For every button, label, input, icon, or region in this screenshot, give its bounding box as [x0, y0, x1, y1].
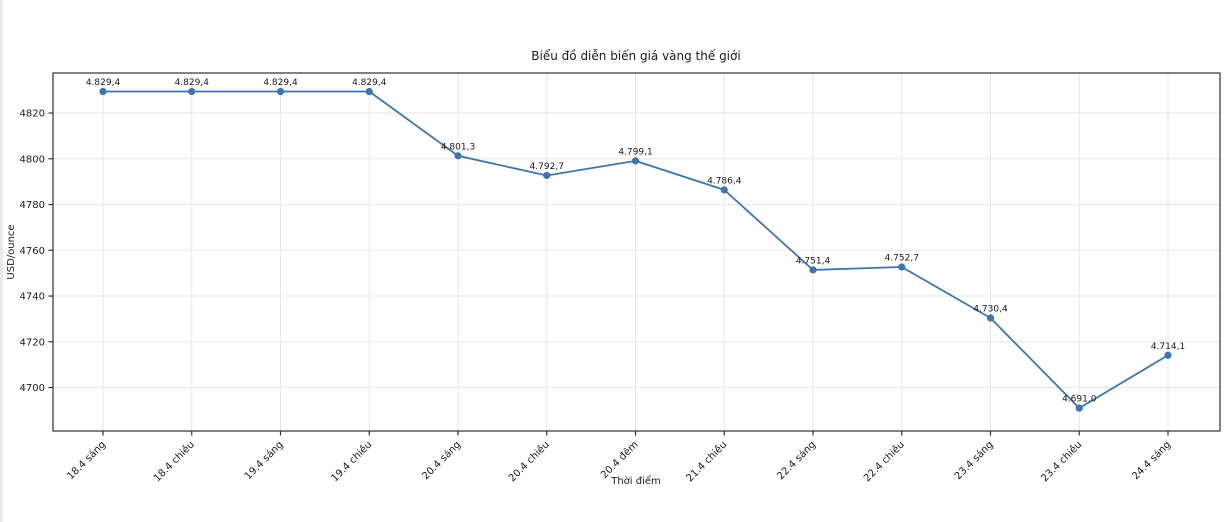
data-point-label: 4.691,0	[1062, 395, 1097, 405]
data-point-label: 4.829,4	[175, 78, 210, 88]
x-axis-title: Thời điểm	[610, 474, 661, 487]
data-point-marker	[543, 171, 551, 180]
data-point-marker	[631, 157, 640, 165]
data-label-layer: 4.829,4 4.829,4 4.829,4 4.829,4 4.801,3 4.792…	[86, 78, 1185, 405]
data-point-label: 4.829,4	[86, 78, 121, 88]
data-point-label: 4.730,4	[973, 304, 1008, 314]
data-point-label: 4.714,1	[1151, 342, 1185, 352]
x-tick-label: 22.4 chiều	[861, 439, 907, 485]
data-point-marker	[365, 87, 373, 96]
x-tick-label: 18.4 chiều	[151, 439, 197, 485]
y-tick-label: 4700	[20, 383, 45, 394]
line-series	[99, 87, 1172, 412]
data-point-marker	[986, 314, 995, 322]
x-tick-label: 23.4 chiều	[1039, 439, 1085, 485]
y-axis-title: USD/ounce	[6, 224, 17, 279]
data-point-marker	[809, 266, 817, 274]
x-tick-label: 20.4 chiều	[506, 439, 552, 485]
x-tick-label: 18.4 sáng	[65, 439, 108, 482]
y-tick-label: 4740	[20, 292, 45, 303]
x-tick-label: 24.4 sáng	[1130, 439, 1173, 482]
data-point-label: 4.799,1	[618, 147, 652, 157]
y-tick-label: 4820	[20, 109, 45, 120]
y-tick-label: 4780	[20, 200, 45, 211]
data-point-label: 4.829,4	[352, 78, 387, 88]
data-point-marker	[276, 87, 285, 96]
x-tick-label: 20.4 đêm	[598, 439, 640, 481]
data-point-marker	[1075, 404, 1083, 412]
x-tick-label: 19.4 sáng	[242, 439, 285, 482]
page-left-edge	[0, 0, 3, 522]
data-point-label: 4.829,4	[263, 78, 298, 88]
x-tick-label: 21.4 chiều	[684, 439, 730, 485]
data-point-marker	[1164, 351, 1172, 359]
data-point-marker	[898, 263, 906, 271]
y-tick-label: 4720	[20, 337, 45, 348]
data-point-marker	[188, 87, 196, 96]
chart-title: Biểu đồ diễn biến giá vàng thế giới	[531, 49, 740, 63]
data-point-marker	[720, 186, 728, 194]
plot-border	[52, 72, 1221, 432]
data-point-label: 4.792,7	[530, 162, 564, 172]
data-point-marker	[454, 152, 462, 160]
data-point-label: 4.752,7	[885, 253, 919, 263]
x-tick-label: 20.4 sáng	[420, 439, 463, 482]
x-tick-label: 23.4 sáng	[952, 439, 995, 482]
data-point-label: 4.801,3	[441, 142, 475, 152]
grid-layer	[53, 73, 1220, 431]
data-point-label: 4.751,4	[796, 256, 831, 266]
data-point-label: 4.786,4	[707, 176, 742, 186]
x-tick-label: 19.4 chiều	[329, 439, 375, 485]
data-point-marker	[99, 87, 107, 96]
x-tick-label: 22.4 sáng	[775, 439, 818, 482]
y-tick-label: 4800	[20, 154, 45, 165]
y-tick-label: 4760	[20, 246, 45, 257]
